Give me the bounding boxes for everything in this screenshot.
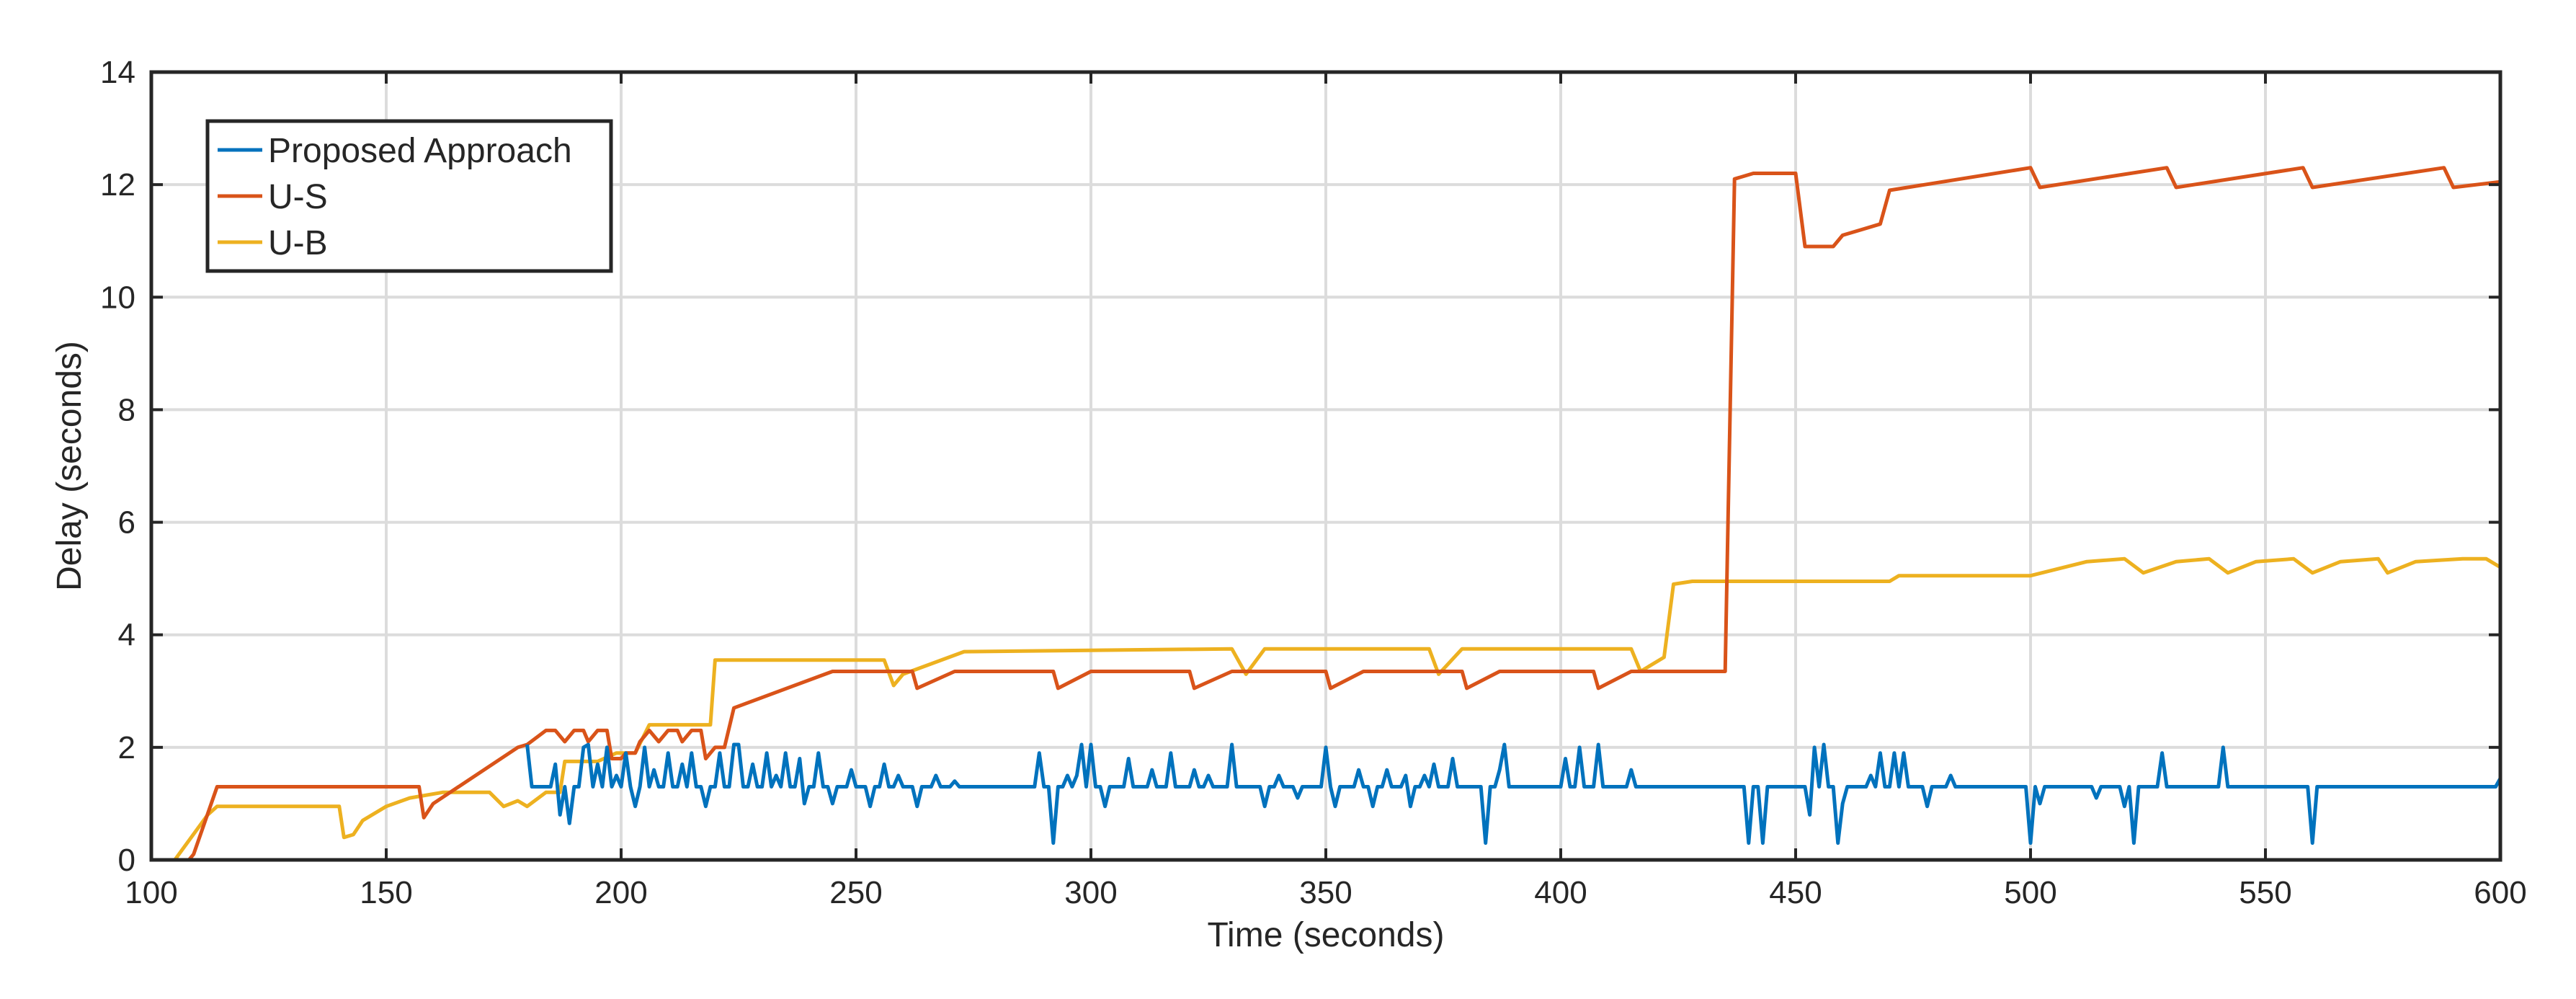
series-line-u-s xyxy=(151,166,2501,862)
legend-box xyxy=(205,119,613,273)
axis-ticks: 100 150 200 250 300 350 400 450 500 550 600 0 2 4 6 8 10… xyxy=(100,55,2527,910)
y-tick-label: 4 xyxy=(118,618,135,653)
x-tick-label: 150 xyxy=(360,875,412,910)
x-axis-label: Time (seconds) xyxy=(1208,916,1445,954)
y-tick-label: 12 xyxy=(100,167,135,203)
y-tick-label: 14 xyxy=(100,55,135,90)
x-tick-label: 500 xyxy=(2004,875,2056,910)
legend-label: U-B xyxy=(268,224,328,262)
x-tick-label: 550 xyxy=(2239,875,2291,910)
y-tick-label: 6 xyxy=(118,505,135,541)
x-tick-label: 600 xyxy=(2474,875,2526,910)
series-line-proposed-approach xyxy=(525,742,2503,845)
y-tick-label: 2 xyxy=(118,730,135,765)
x-tick-label: 350 xyxy=(1299,875,1352,910)
series-lines xyxy=(151,166,2503,862)
y-tick-label: 8 xyxy=(118,392,135,427)
series-line-u-b xyxy=(151,556,2502,862)
x-tick-label: 450 xyxy=(1769,875,1822,910)
legend-label: U-S xyxy=(268,178,328,216)
x-tick-label: 250 xyxy=(829,875,882,910)
x-tick-label: 400 xyxy=(1534,875,1587,910)
x-tick-label: 100 xyxy=(125,875,177,910)
x-tick-label: 200 xyxy=(594,875,647,910)
x-tick-label: 300 xyxy=(1064,875,1117,910)
y-tick-label: 10 xyxy=(100,280,135,315)
y-tick-label: 0 xyxy=(118,843,135,878)
legend-label: Proposed Approach xyxy=(268,132,572,170)
y-axis-label: Delay (seconds) xyxy=(50,341,89,591)
legend: Proposed Approach U-S U-B xyxy=(205,119,613,273)
